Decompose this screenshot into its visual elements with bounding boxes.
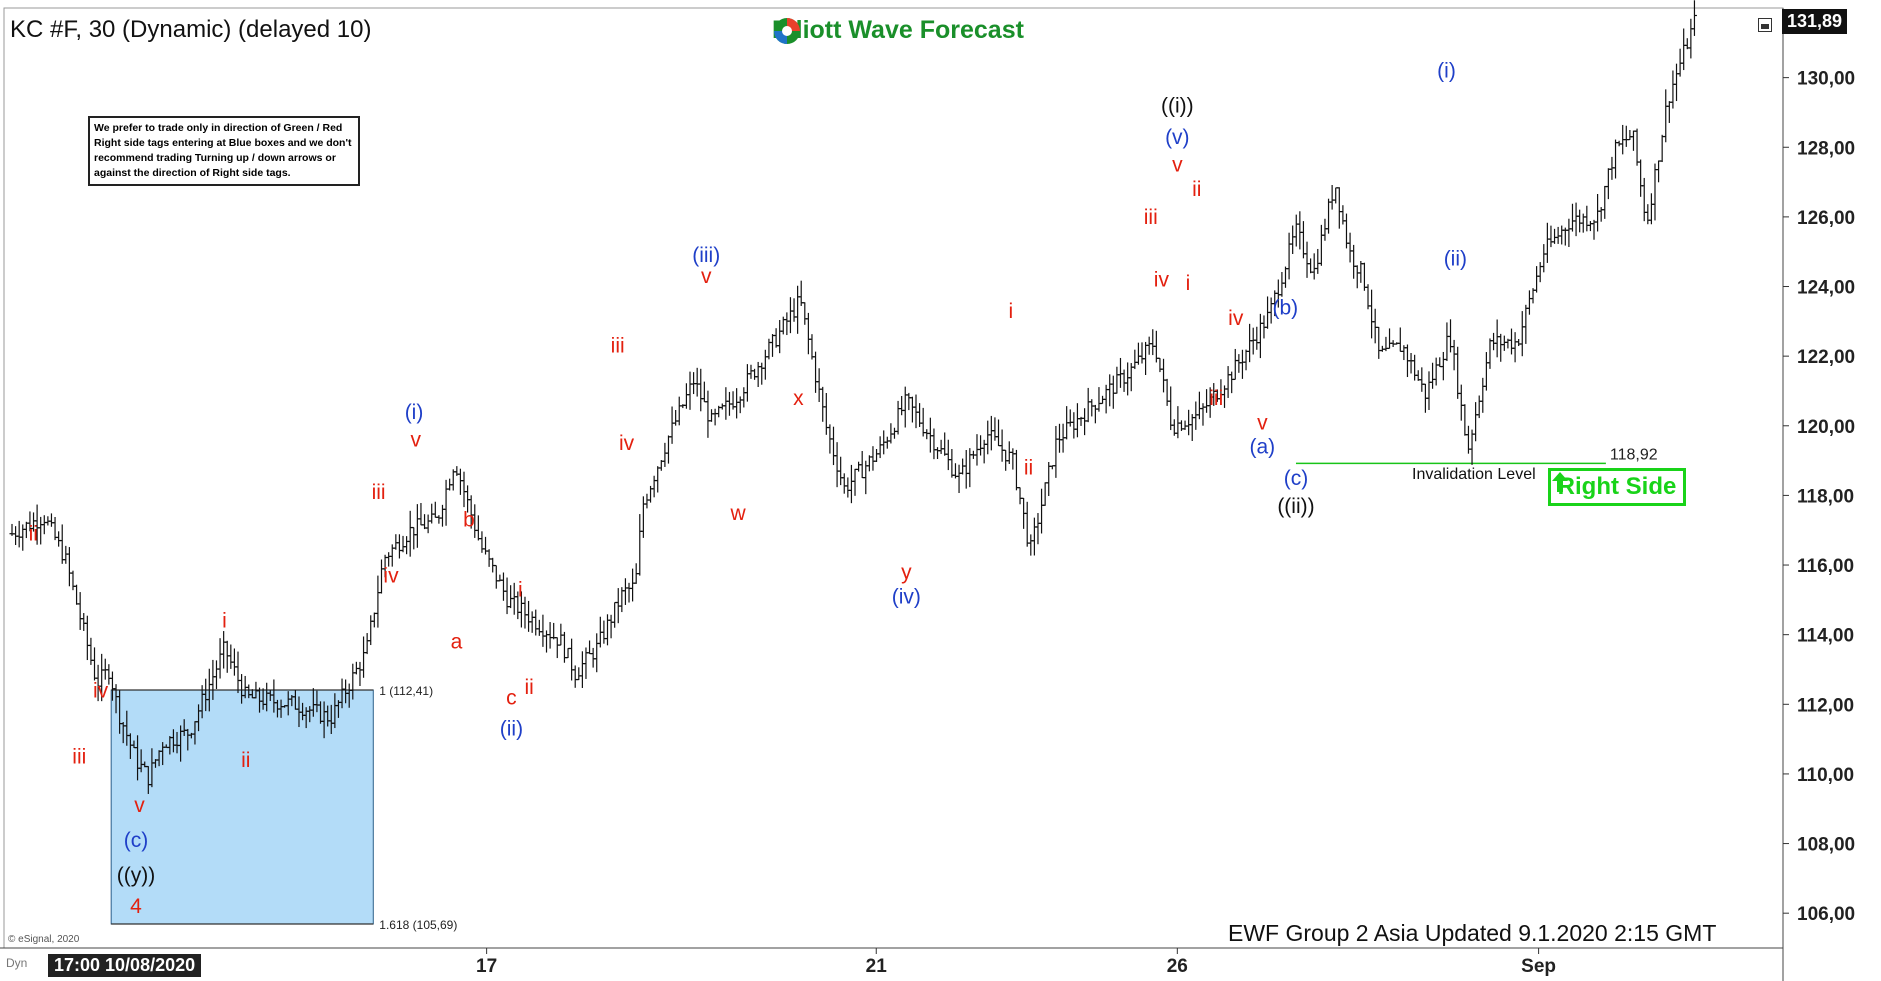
dyn-label: Dyn — [6, 956, 28, 970]
wave-label: iv — [619, 432, 635, 455]
y-tick-label: 126,00 — [1797, 208, 1855, 229]
wave-label: i — [1009, 300, 1014, 323]
y-tick-label: 122,00 — [1797, 347, 1855, 368]
wave-label: ii — [29, 523, 38, 546]
wave-label: v — [134, 794, 145, 817]
wave-label: i — [1186, 272, 1191, 295]
wave-label: (b) — [1273, 296, 1299, 319]
wave-label: y — [901, 561, 912, 584]
wave-label: (i) — [1437, 60, 1456, 83]
logo-icon — [774, 18, 800, 44]
wave-label: a — [451, 631, 463, 654]
up-arrow-icon — [1552, 472, 1568, 492]
wave-label: ii — [1192, 178, 1201, 201]
wave-label: iii — [72, 745, 86, 768]
wave-label: v — [1172, 154, 1183, 177]
wave-label: i — [222, 610, 227, 633]
y-tick-label: 128,00 — [1797, 138, 1855, 159]
invalidation-label: Invalidation Level — [1412, 466, 1536, 483]
wave-label: iii — [1209, 387, 1223, 410]
brand-logo: Elliott Wave Forecast — [772, 16, 1024, 45]
wave-label: iv — [1154, 269, 1170, 292]
wave-label: (iii) — [692, 244, 720, 267]
x-tick-label: 26 — [1167, 956, 1188, 977]
wave-label: (c) — [124, 829, 149, 852]
y-tick-label: 114,00 — [1797, 626, 1854, 647]
wave-label: iii — [611, 335, 625, 358]
wave-label: iv — [93, 679, 109, 702]
last-price-tag: 131,89 — [1782, 9, 1848, 34]
y-tick-label: 112,00 — [1797, 695, 1854, 716]
wave-label: (i) — [405, 401, 424, 424]
esignal-copyright: © eSignal, 2020 — [8, 934, 80, 945]
y-tick-label: 106,00 — [1797, 904, 1855, 925]
blue-box — [110, 689, 374, 925]
wave-label: b — [463, 509, 475, 532]
wave-label: c — [506, 686, 517, 709]
wave-label: iv — [1228, 307, 1244, 330]
x-tick-label: Sep — [1521, 956, 1556, 977]
wave-label: ((y)) — [117, 864, 155, 887]
box-top-label: 1 (112,41) — [379, 684, 433, 698]
y-tick-label: 124,00 — [1797, 278, 1855, 299]
y-tick-label: 118,00 — [1797, 486, 1854, 507]
wave-label: (ii) — [1444, 248, 1467, 271]
wave-label: ((ii)) — [1277, 495, 1314, 518]
wave-label: ii — [524, 676, 533, 699]
wave-label: x — [793, 387, 804, 410]
wave-label: (ii) — [500, 718, 523, 741]
wave-label: i — [518, 578, 523, 601]
wave-label: (c) — [1284, 467, 1309, 490]
chart-title: KC #F, 30 (Dynamic) (delayed 10) — [10, 16, 372, 43]
wave-label: (iv) — [892, 585, 921, 608]
wave-label: iii — [372, 481, 386, 504]
wave-label: iv — [383, 564, 399, 587]
y-tick-label: 116,00 — [1797, 556, 1854, 577]
logo-text: Elliott Wave Forecast — [772, 16, 1024, 44]
invalidation-value: 118,92 — [1610, 446, 1658, 463]
wave-label: (v) — [1165, 126, 1190, 149]
wave-label: ii — [241, 749, 250, 772]
y-tick-label: 130,00 — [1797, 69, 1855, 90]
wave-label: ((i)) — [1161, 94, 1194, 117]
x-tick-label: 17 — [476, 956, 497, 977]
wave-label: w — [730, 502, 747, 525]
wave-label: v — [1257, 411, 1268, 434]
wave-label: v — [701, 265, 712, 288]
wave-label: v — [411, 429, 422, 452]
y-tick-label: 110,00 — [1797, 765, 1854, 786]
y-tick-label: 108,00 — [1797, 835, 1855, 856]
wave-label: iii — [1144, 206, 1158, 229]
wave-label: (a) — [1249, 436, 1275, 459]
right-side-tag: Right Side — [1548, 468, 1686, 506]
trading-note: We prefer to trade only in direction of … — [88, 116, 360, 186]
date-cursor-flag: 17:00 10/08/2020 — [48, 954, 202, 977]
window-restore-icon[interactable] — [1758, 18, 1772, 32]
right-side-label: Right Side — [1557, 473, 1677, 500]
y-tick-label: 120,00 — [1797, 417, 1855, 438]
box-bottom-label: 1.618 (105,69) — [379, 918, 457, 932]
wave-label: ii — [1024, 457, 1033, 480]
update-stamp: EWF Group 2 Asia Updated 9.1.2020 2:15 G… — [1228, 920, 1717, 946]
wave-label: 4 — [130, 895, 142, 918]
x-tick-label: 21 — [866, 956, 888, 977]
